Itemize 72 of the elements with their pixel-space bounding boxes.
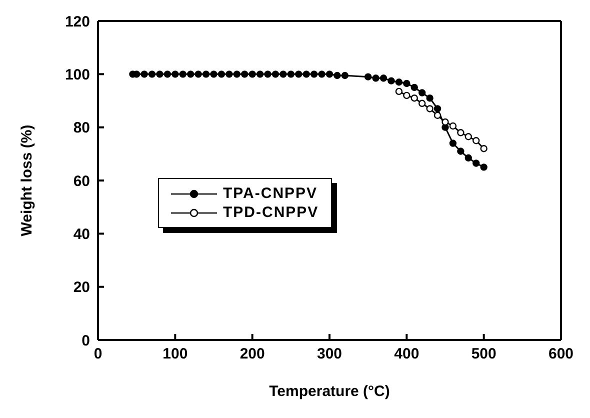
x-tick-label: 300 [316, 346, 342, 363]
point [187, 70, 194, 78]
point [364, 73, 372, 80]
point [156, 70, 164, 78]
point [418, 100, 426, 108]
y-axis-title: Weight loss (%) [18, 124, 36, 236]
x-tick-label: 200 [240, 346, 265, 363]
x-tick-label: 400 [394, 346, 420, 363]
point [403, 92, 410, 100]
x-tick-label: 0 [94, 346, 102, 363]
point [464, 133, 472, 140]
point [410, 94, 418, 102]
point [264, 70, 272, 78]
point [418, 89, 426, 96]
point [334, 72, 341, 80]
point [395, 88, 403, 96]
point [326, 70, 334, 78]
x-tick-label: 500 [471, 346, 496, 363]
point [272, 70, 280, 78]
point [164, 70, 172, 78]
point [380, 74, 388, 82]
point [457, 129, 464, 136]
point [202, 70, 210, 78]
point [426, 94, 434, 102]
x-tick-label: 600 [548, 346, 574, 363]
point [172, 70, 179, 78]
y-tick-label: 40 [73, 226, 90, 243]
point [302, 70, 310, 78]
point [341, 72, 349, 80]
y-tick-label: 120 [64, 13, 90, 30]
point [148, 70, 156, 78]
point [426, 105, 434, 112]
y-tick-label: 0 [82, 332, 90, 350]
point [241, 70, 248, 78]
point [457, 148, 464, 155]
point [472, 137, 480, 144]
point [233, 70, 240, 78]
x-axis-title: Temperature (°C) [269, 383, 390, 400]
point [464, 154, 472, 162]
point [480, 164, 488, 171]
point [388, 77, 395, 84]
point [194, 70, 202, 78]
point [372, 74, 380, 82]
point [434, 112, 442, 119]
point [210, 70, 218, 78]
point [449, 140, 457, 147]
y-tick-label: 60 [73, 172, 90, 190]
legend-label: TPD-CNPPV [223, 203, 319, 222]
point [140, 70, 148, 78]
legend-label: TPA-CNPPV [223, 184, 318, 203]
point [256, 70, 264, 78]
point [179, 70, 186, 78]
point [403, 80, 410, 88]
point [318, 70, 326, 78]
y-tick-label: 80 [73, 120, 90, 137]
point [472, 160, 480, 167]
point [480, 145, 488, 152]
point [434, 105, 442, 112]
point [287, 70, 295, 78]
point [442, 118, 449, 126]
x-tick-label: 100 [162, 346, 188, 363]
point [280, 70, 287, 78]
point [395, 78, 403, 86]
point [248, 70, 256, 78]
point [410, 84, 418, 92]
y-tick-label: 100 [64, 66, 90, 84]
point [218, 70, 226, 78]
point [449, 122, 457, 130]
y-tick-label: 20 [73, 279, 90, 296]
point [295, 70, 302, 78]
point [310, 70, 318, 78]
point [226, 70, 233, 78]
